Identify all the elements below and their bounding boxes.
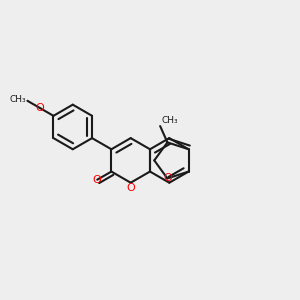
Text: CH₃: CH₃ [162,116,178,124]
Text: CH₃: CH₃ [9,95,26,104]
Text: O: O [163,173,172,183]
Text: O: O [36,103,44,113]
Text: O: O [126,183,135,193]
Text: O: O [93,175,102,185]
